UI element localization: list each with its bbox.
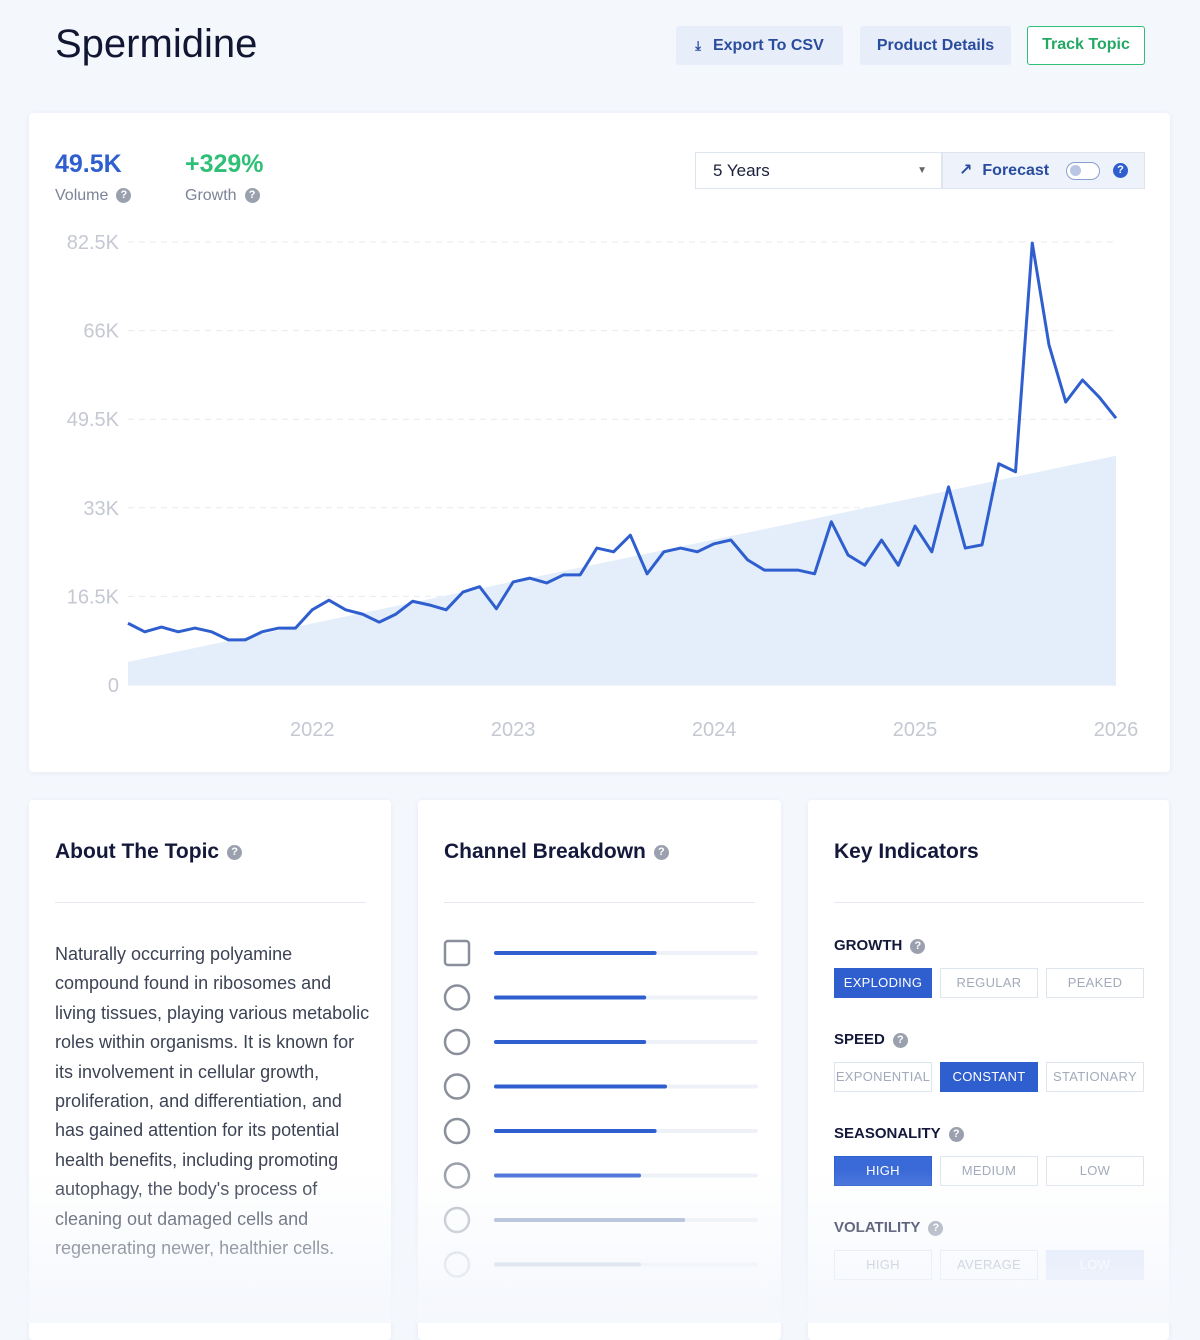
indicator-label: GROWTH? [834, 937, 926, 954]
help-icon[interactable]: ? [116, 188, 132, 204]
indicator-option: EXPLODING [834, 968, 932, 998]
indicator-name: GROWTH [834, 937, 903, 954]
help-icon[interactable]: ? [227, 844, 243, 860]
x-tick-label: 2026 [1094, 719, 1139, 741]
indicators-title: Key Indicators [834, 840, 979, 863]
line-series [127, 241, 1118, 642]
indicator-option: CONSTANT [940, 1062, 1038, 1092]
y-tick-label: 16.5K [67, 586, 120, 608]
indicator-option: STATIONARY [1046, 1062, 1144, 1092]
trend-area [128, 455, 1116, 685]
about-title: About The Topic? [55, 840, 243, 864]
x-tick-label: 2024 [692, 719, 737, 741]
indicator-option: REGULAR [940, 968, 1038, 998]
track-topic-button[interactable]: Track Topic [1027, 26, 1145, 65]
indicator-name: SEASONALITY [834, 1125, 941, 1142]
divider [444, 902, 755, 903]
indicator-option: PEAKED [1046, 968, 1144, 998]
export-label: Export To CSV [712, 37, 824, 54]
divider [55, 902, 366, 903]
about-title-text: About The Topic [55, 840, 220, 863]
dropdown-arrow: ▼ [917, 165, 927, 176]
product-details-button[interactable]: Product Details [860, 26, 1011, 65]
channels-title: Channel Breakdown? [444, 840, 669, 864]
growth-label: Growth? [185, 187, 260, 205]
channel-icon [443, 939, 471, 967]
growth-value: +329% [185, 150, 264, 178]
y-tick-label: 82.5K [67, 232, 120, 254]
toggle-knob [1070, 165, 1081, 176]
chart: 0 16.5K 33K 49.5K 66K 82.5K 2022 2023 2024 2025 20… [67, 232, 1139, 741]
indicator-option: EXPONENTIAL [834, 1062, 932, 1092]
y-tick-label: 66K [83, 321, 119, 343]
volume-text: Volume [55, 187, 109, 204]
channel-icon [443, 1073, 471, 1100]
trend-icon: ↗ [959, 162, 973, 179]
forecast-text: Forecast [982, 162, 1050, 179]
x-tick-label: 2023 [491, 719, 536, 741]
channel-icon [443, 1028, 471, 1056]
help-icon[interactable]: ? [653, 844, 669, 860]
growth-text: Growth [185, 187, 237, 204]
page-title: Spermidine [55, 22, 258, 66]
range-text: 5 Years [713, 161, 770, 180]
help-icon[interactable]: ? [910, 938, 926, 954]
y-tick-label: 49.5K [67, 409, 120, 431]
volume-value: 49.5K [55, 150, 122, 178]
bottom-fade [0, 1170, 1200, 1323]
indicator-name: SPEED [834, 1031, 885, 1048]
volume-label: Volume? [55, 187, 132, 205]
help-icon[interactable]: ? [244, 188, 260, 204]
channel-icon [443, 1117, 471, 1145]
download-icon: ⤓ [695, 38, 701, 53]
help-icon[interactable]: ? [948, 1126, 964, 1142]
channel-icon [443, 984, 471, 1011]
x-tick-label: 2022 [290, 719, 335, 741]
help-icon[interactable]: ? [1113, 163, 1128, 178]
indicator-label: SPEED? [834, 1031, 908, 1048]
y-tick-label: 33K [83, 498, 119, 520]
y-tick-label: 0 [108, 675, 119, 697]
toggle[interactable] [1066, 162, 1100, 180]
help-icon[interactable]: ? [892, 1032, 908, 1048]
forecast-control[interactable]: ↗ Forecast? [942, 152, 1145, 189]
indicator-label: SEASONALITY? [834, 1125, 964, 1142]
range-select[interactable]: 5 Years ▼ [695, 152, 942, 189]
channels-title-text: Channel Breakdown [444, 840, 646, 863]
export-button[interactable]: ⤓ Export To CSV [676, 26, 843, 65]
x-tick-label: 2025 [893, 719, 938, 741]
divider [834, 902, 1144, 903]
